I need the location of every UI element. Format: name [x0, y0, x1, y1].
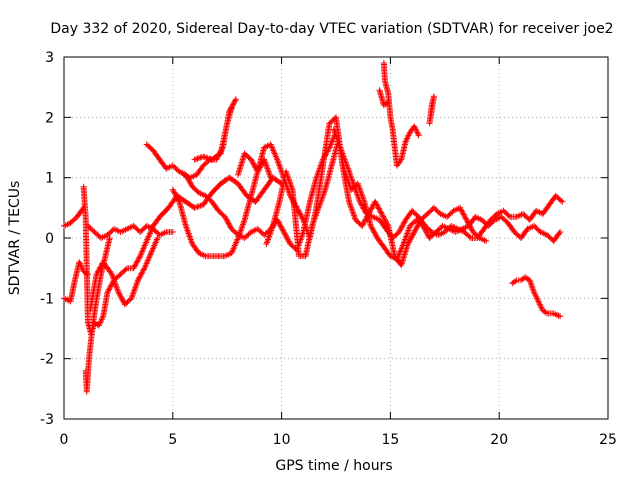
data-points: [61, 60, 566, 395]
y-tick-label: 0: [45, 231, 54, 247]
y-tick-label: -3: [40, 412, 54, 428]
x-tick-label: 0: [60, 432, 69, 448]
y-tick-label: 1: [45, 171, 54, 187]
x-tick-label: 10: [273, 432, 291, 448]
x-tick-label: 5: [168, 432, 177, 448]
x-axis-label: GPS time / hours: [275, 458, 392, 474]
x-tick-label: 15: [381, 432, 399, 448]
y-axis-label: SDTVAR / TECUs: [7, 181, 23, 296]
x-tick-label: 20: [490, 432, 508, 448]
x-tick-label: 25: [599, 432, 617, 448]
y-tick-label: 2: [45, 110, 54, 126]
axis-ticks: 0 5 10 15 20 25 -3 -2 -1 0 1 2 3: [40, 50, 617, 448]
chart-title: Day 332 of 2020, Sidereal Day-to-day VTE…: [50, 21, 613, 37]
y-tick-label: -1: [40, 291, 54, 307]
y-tick-label: 3: [45, 50, 54, 66]
plus-markers: [61, 60, 566, 395]
y-tick-label: -2: [40, 352, 54, 368]
